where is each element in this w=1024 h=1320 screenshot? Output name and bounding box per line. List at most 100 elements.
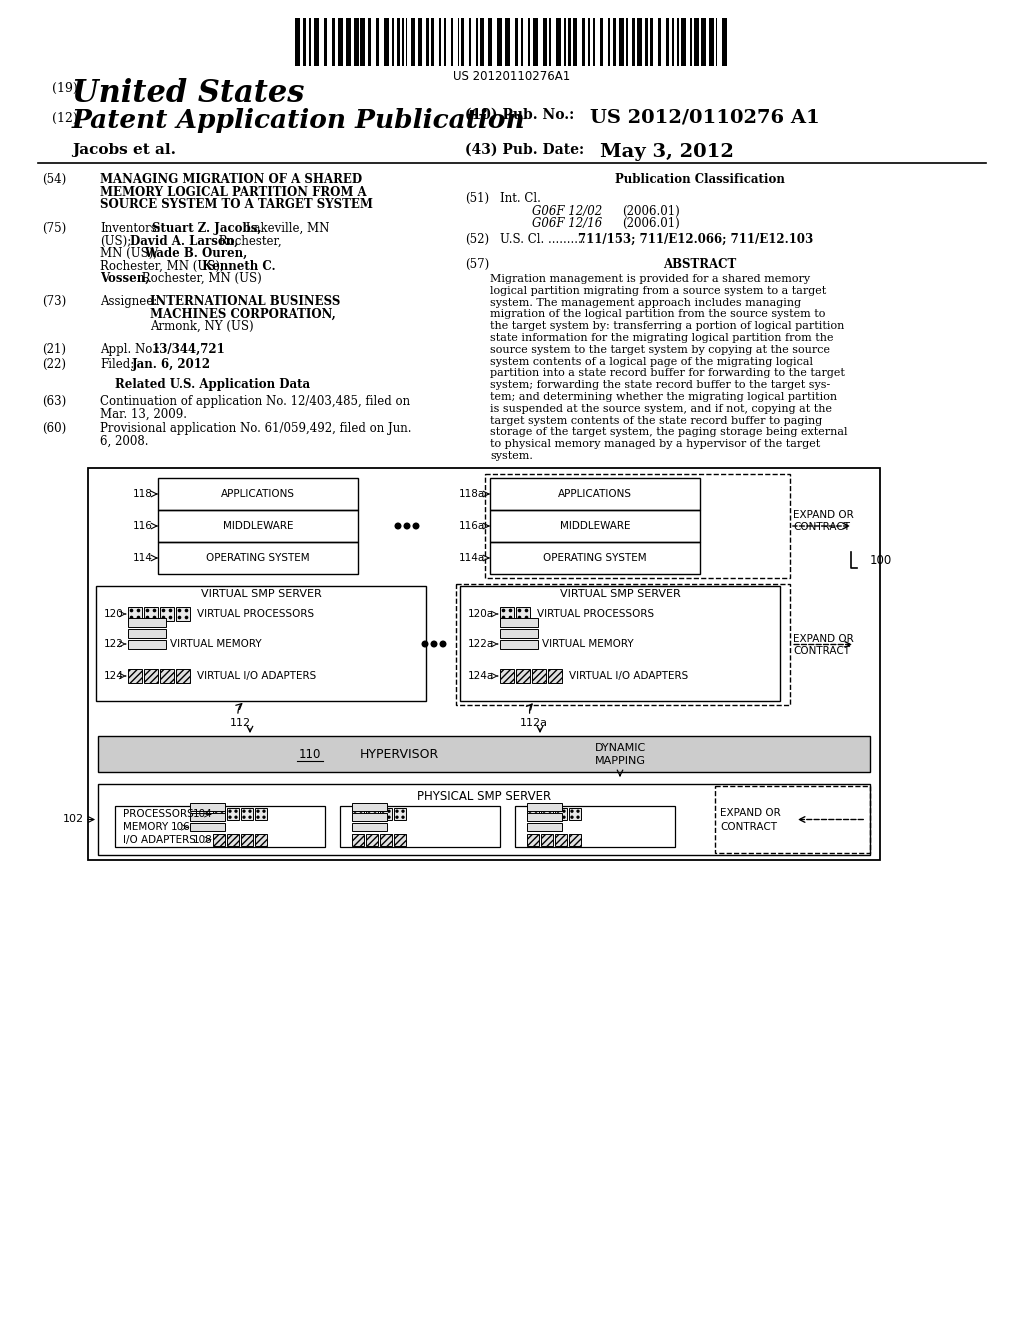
Bar bbox=[500, 639, 538, 648]
Bar bbox=[352, 804, 387, 812]
Bar bbox=[527, 824, 562, 832]
Text: VIRTUAL PROCESSORS: VIRTUAL PROCESSORS bbox=[197, 609, 314, 619]
Bar bbox=[505, 18, 510, 66]
Text: 124: 124 bbox=[104, 671, 124, 681]
Bar bbox=[444, 18, 446, 66]
Text: VIRTUAL SMP SERVER: VIRTUAL SMP SERVER bbox=[201, 589, 322, 599]
Bar bbox=[241, 808, 253, 820]
Bar bbox=[176, 607, 190, 620]
Circle shape bbox=[374, 816, 376, 818]
Text: 13/344,721: 13/344,721 bbox=[152, 343, 225, 356]
Bar bbox=[600, 18, 603, 66]
Bar bbox=[608, 18, 610, 66]
Bar bbox=[633, 18, 636, 66]
Bar bbox=[666, 18, 669, 66]
Text: 120a: 120a bbox=[468, 609, 495, 619]
Text: the target system by: transferring a portion of logical partition: the target system by: transferring a por… bbox=[490, 321, 845, 331]
Bar bbox=[500, 607, 514, 620]
Circle shape bbox=[130, 616, 133, 619]
Bar bbox=[543, 18, 548, 66]
Text: MAPPING: MAPPING bbox=[595, 756, 645, 766]
Text: (52): (52) bbox=[465, 234, 489, 246]
Bar bbox=[498, 18, 502, 66]
Bar bbox=[515, 18, 518, 66]
Text: is suspended at the source system, and if not, copying at the: is suspended at the source system, and i… bbox=[490, 404, 831, 413]
Circle shape bbox=[402, 816, 403, 818]
Bar bbox=[500, 669, 514, 682]
Bar bbox=[556, 18, 561, 66]
Text: MN (US);: MN (US); bbox=[100, 247, 158, 260]
Text: (21): (21) bbox=[42, 343, 66, 356]
Text: to physical memory managed by a hypervisor of the target: to physical memory managed by a hypervis… bbox=[490, 440, 820, 449]
Text: (12): (12) bbox=[52, 112, 78, 125]
Bar bbox=[384, 18, 389, 66]
Text: MIDDLEWARE: MIDDLEWARE bbox=[560, 521, 630, 531]
Bar bbox=[564, 18, 566, 66]
Circle shape bbox=[146, 610, 148, 611]
Text: Patent Application Publication: Patent Application Publication bbox=[72, 108, 525, 133]
Circle shape bbox=[360, 816, 361, 818]
Bar bbox=[402, 18, 403, 66]
Text: 112a: 112a bbox=[520, 718, 548, 729]
Text: Int. Cl.: Int. Cl. bbox=[500, 191, 541, 205]
Text: (10) Pub. No.:: (10) Pub. No.: bbox=[465, 108, 574, 121]
Bar bbox=[460, 586, 780, 701]
Bar bbox=[176, 669, 190, 682]
Circle shape bbox=[257, 816, 259, 818]
Bar bbox=[461, 18, 464, 66]
Circle shape bbox=[549, 810, 551, 812]
Text: Related U.S. Application Data: Related U.S. Application Data bbox=[115, 378, 310, 391]
Bar bbox=[366, 834, 378, 846]
Bar bbox=[98, 737, 870, 772]
Bar bbox=[144, 669, 158, 682]
Text: United States: United States bbox=[72, 78, 304, 110]
Bar bbox=[555, 808, 567, 820]
Circle shape bbox=[360, 810, 361, 812]
Bar bbox=[593, 18, 595, 66]
Circle shape bbox=[395, 523, 400, 529]
Text: 106: 106 bbox=[171, 822, 190, 833]
Text: EXPAND OR: EXPAND OR bbox=[793, 634, 854, 644]
Circle shape bbox=[382, 816, 384, 818]
Bar bbox=[650, 18, 653, 66]
Text: MEMORY LOGICAL PARTITION FROM A: MEMORY LOGICAL PARTITION FROM A bbox=[100, 186, 367, 198]
Bar bbox=[722, 18, 727, 66]
Bar bbox=[658, 18, 662, 66]
Circle shape bbox=[422, 642, 428, 647]
Text: tem; and determining whether the migrating logical partition: tem; and determining whether the migrati… bbox=[490, 392, 838, 403]
Text: (57): (57) bbox=[465, 257, 489, 271]
Circle shape bbox=[257, 810, 259, 812]
Circle shape bbox=[163, 616, 165, 619]
Text: HYPERVISOR: HYPERVISOR bbox=[360, 747, 439, 760]
Circle shape bbox=[243, 816, 245, 818]
Bar bbox=[583, 18, 586, 66]
Bar bbox=[527, 804, 562, 812]
Circle shape bbox=[578, 816, 579, 818]
Circle shape bbox=[243, 810, 245, 812]
Text: system contents of a logical page of the migrating logical: system contents of a logical page of the… bbox=[490, 356, 813, 367]
Bar bbox=[352, 808, 364, 820]
Circle shape bbox=[163, 610, 165, 611]
Bar bbox=[426, 18, 429, 66]
Text: (19): (19) bbox=[52, 82, 78, 95]
Bar bbox=[451, 18, 453, 66]
Circle shape bbox=[396, 810, 398, 812]
Bar bbox=[397, 18, 400, 66]
Bar bbox=[555, 834, 567, 846]
Text: David A. Larson,: David A. Larson, bbox=[130, 235, 239, 248]
Text: VIRTUAL PROCESSORS: VIRTUAL PROCESSORS bbox=[537, 609, 654, 619]
Circle shape bbox=[509, 616, 512, 619]
Text: ABSTRACT: ABSTRACT bbox=[664, 257, 736, 271]
Text: Rochester, MN (US);: Rochester, MN (US); bbox=[100, 260, 224, 272]
Text: US 2012/0110276 A1: US 2012/0110276 A1 bbox=[590, 108, 820, 125]
Bar bbox=[369, 18, 372, 66]
Bar bbox=[677, 18, 679, 66]
Bar bbox=[128, 639, 166, 648]
Text: US 20120110276A1: US 20120110276A1 bbox=[454, 70, 570, 83]
Circle shape bbox=[440, 642, 445, 647]
Bar bbox=[96, 586, 426, 701]
Bar bbox=[158, 478, 358, 510]
Text: (2006.01): (2006.01) bbox=[622, 216, 680, 230]
Bar bbox=[190, 804, 225, 812]
Text: source system to the target system by copying at the source: source system to the target system by co… bbox=[490, 345, 830, 355]
